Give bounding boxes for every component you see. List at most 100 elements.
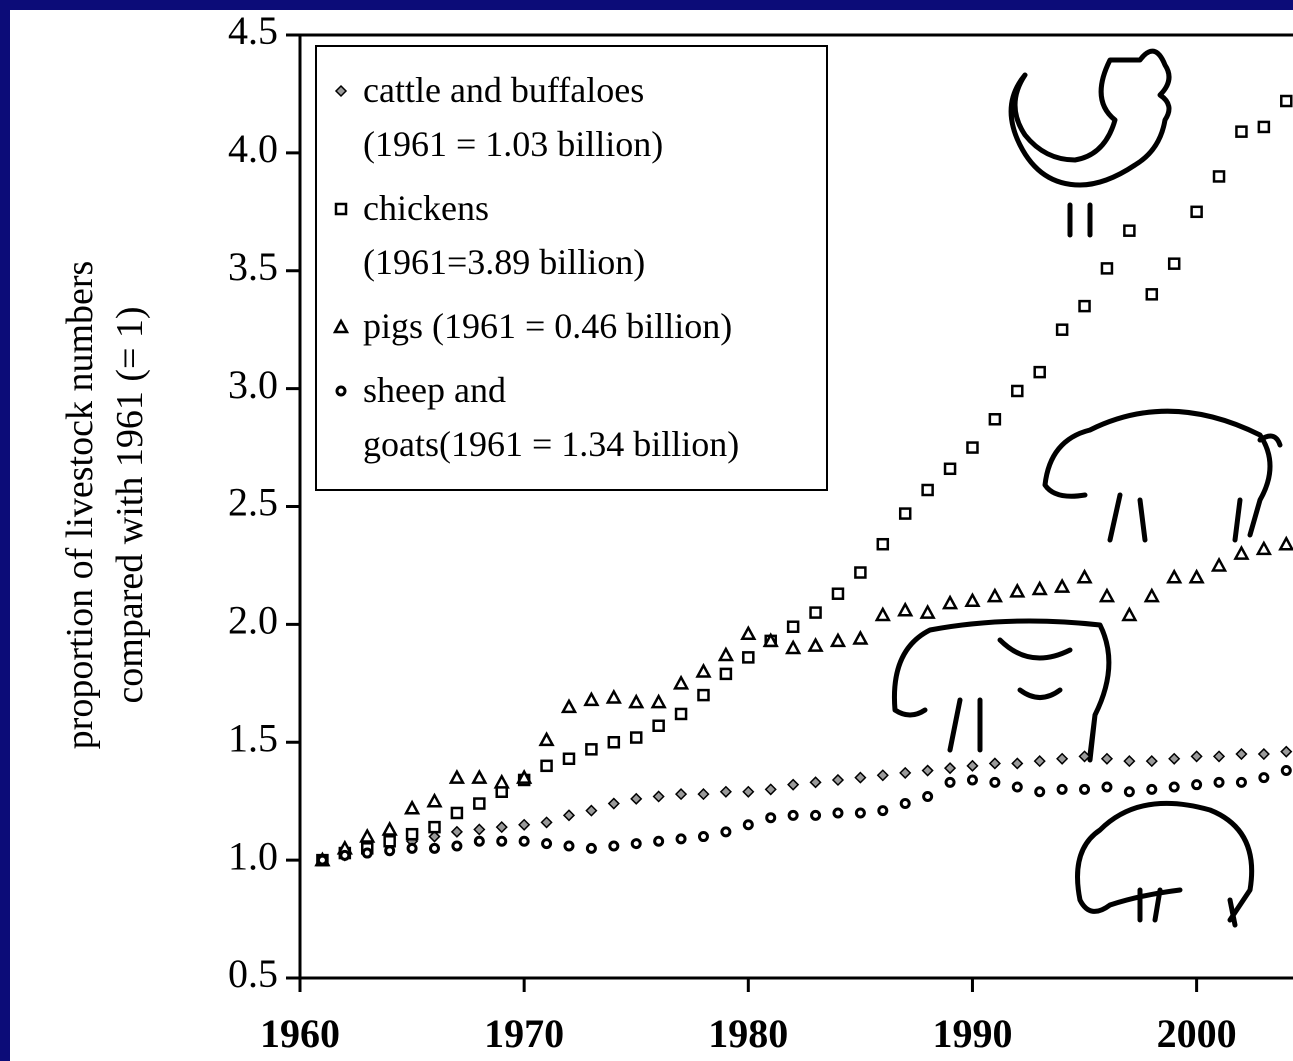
legend-marker	[331, 199, 351, 219]
data-point	[363, 849, 371, 857]
data-point	[856, 809, 864, 817]
y-axis-label-line: compared with 1961 (= 1)	[105, 261, 155, 750]
data-point	[1258, 543, 1270, 554]
x-tick-label: 1960	[260, 1011, 340, 1056]
data-point	[1281, 96, 1291, 106]
data-point	[474, 799, 484, 809]
data-point	[1057, 754, 1067, 764]
data-point	[967, 761, 977, 771]
data-point	[833, 775, 843, 785]
data-point	[587, 844, 595, 852]
data-point	[1148, 785, 1156, 793]
data-point	[944, 597, 956, 608]
data-point	[697, 666, 709, 677]
data-point	[812, 811, 820, 819]
data-point	[1214, 751, 1224, 761]
data-point	[1168, 571, 1180, 582]
data-point	[676, 709, 686, 719]
sheep-icon	[1078, 803, 1252, 925]
data-point	[698, 690, 708, 700]
data-point	[990, 414, 1000, 424]
data-point	[1169, 754, 1179, 764]
data-point	[653, 696, 665, 707]
y-tick-label: 0.5	[228, 951, 278, 996]
legend-entry: cattle and buffaloes (1961 = 1.03 billio…	[331, 63, 826, 171]
data-point	[900, 509, 910, 519]
data-point	[922, 607, 934, 618]
data-point	[855, 568, 865, 578]
data-point	[497, 822, 507, 832]
data-point	[945, 763, 955, 773]
data-point	[563, 701, 575, 712]
x-tick-label: 1990	[932, 1011, 1012, 1056]
legend-entry: chickens (1961=3.89 billion)	[331, 181, 826, 289]
data-point	[855, 773, 865, 783]
data-point	[542, 817, 552, 827]
data-point	[1081, 785, 1089, 793]
data-point	[1058, 785, 1066, 793]
data-point	[542, 761, 552, 771]
data-point	[1237, 778, 1245, 786]
data-point	[609, 799, 619, 809]
chicken-icon	[1011, 51, 1169, 235]
data-point	[991, 778, 999, 786]
data-point	[878, 770, 888, 780]
data-point	[923, 485, 933, 495]
y-tick-label: 1.0	[228, 833, 278, 878]
y-axis-label: proportion of livestock numberscompared …	[55, 261, 155, 750]
data-point	[385, 836, 395, 846]
data-point	[1260, 774, 1268, 782]
data-point	[811, 777, 821, 787]
data-point	[498, 837, 506, 845]
data-point	[1080, 301, 1090, 311]
y-tick-label: 2.0	[228, 598, 278, 643]
data-point	[1280, 538, 1292, 549]
data-point	[1036, 788, 1044, 796]
data-point	[1034, 583, 1046, 594]
data-point	[630, 696, 642, 707]
data-point	[1236, 127, 1246, 137]
data-point	[1056, 581, 1068, 592]
data-point	[518, 772, 530, 783]
data-point	[789, 811, 797, 819]
data-point	[564, 754, 574, 764]
data-point	[564, 810, 574, 820]
data-point	[834, 809, 842, 817]
data-point	[766, 784, 776, 794]
x-tick-label: 1970	[484, 1011, 564, 1056]
data-point	[945, 464, 955, 474]
data-point	[541, 734, 553, 745]
x-tick-label: 1980	[708, 1011, 788, 1056]
marker-diamond	[336, 86, 346, 96]
marker-circle	[337, 387, 345, 395]
data-point	[1124, 226, 1134, 236]
data-point	[676, 789, 686, 799]
data-point	[1125, 788, 1133, 796]
data-point	[1057, 325, 1067, 335]
data-point	[407, 829, 417, 839]
legend-marker	[331, 381, 351, 401]
data-point	[1102, 263, 1112, 273]
data-point	[452, 827, 462, 837]
data-point	[1235, 548, 1247, 559]
data-point	[585, 694, 597, 705]
data-point	[1215, 778, 1223, 786]
data-point	[406, 802, 418, 813]
data-point	[743, 787, 753, 797]
data-point	[386, 847, 394, 855]
y-tick-label: 3.5	[228, 244, 278, 289]
data-point	[1170, 783, 1178, 791]
data-point	[520, 837, 528, 845]
data-point	[473, 772, 485, 783]
data-point	[654, 721, 664, 731]
data-point	[877, 609, 889, 620]
data-point	[654, 791, 664, 801]
data-point	[1236, 749, 1246, 759]
data-point	[742, 628, 754, 639]
data-point	[1079, 571, 1091, 582]
data-point	[1192, 751, 1202, 761]
data-point	[452, 808, 462, 818]
legend: cattle and buffaloes (1961 = 1.03 billio…	[315, 45, 828, 491]
data-point	[901, 800, 909, 808]
data-point	[811, 608, 821, 618]
